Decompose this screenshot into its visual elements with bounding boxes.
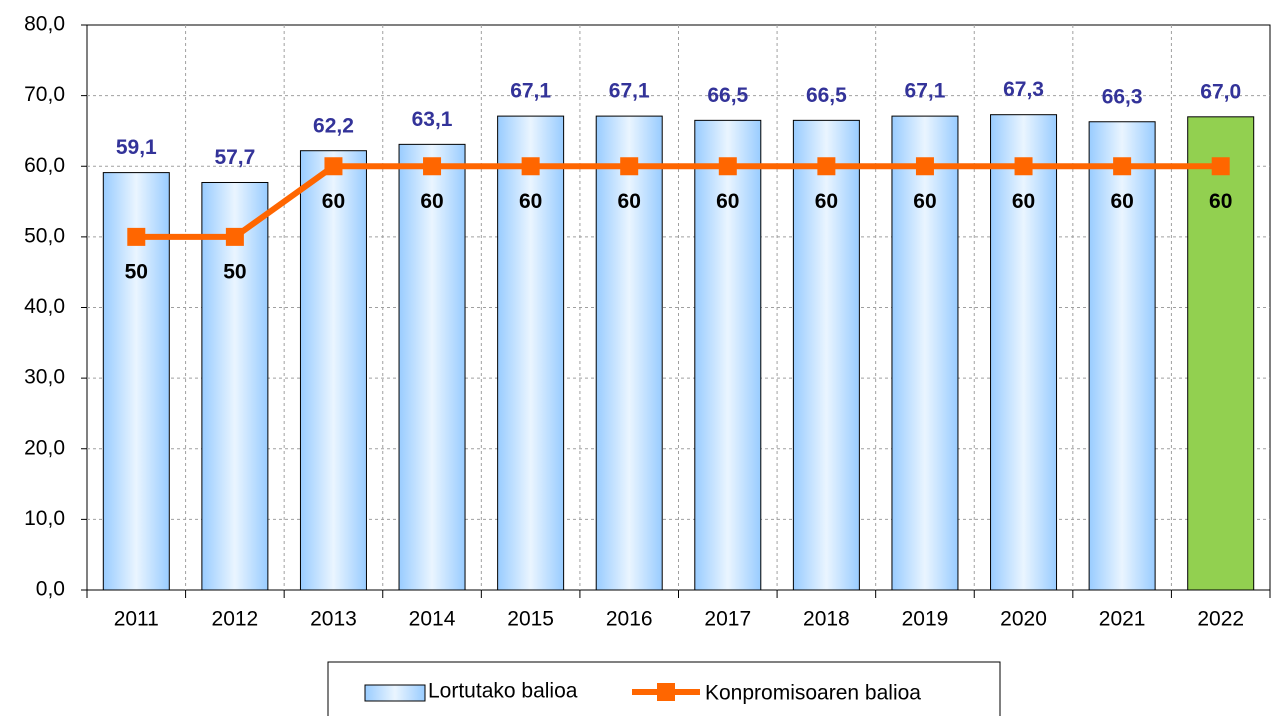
x-tick-label: 2014 bbox=[409, 608, 456, 631]
y-tick-label: 0,0 bbox=[36, 578, 65, 601]
bar bbox=[1088, 121, 1156, 591]
bar-value-label: 57,7 bbox=[214, 146, 255, 169]
y-tick-label: 50,0 bbox=[24, 224, 65, 247]
x-tick-label: 2019 bbox=[902, 608, 949, 631]
line-value-label: 60 bbox=[913, 190, 936, 213]
bar bbox=[299, 150, 367, 591]
x-tick-label: 2022 bbox=[1197, 608, 1244, 631]
x-tick-label: 2016 bbox=[606, 608, 653, 631]
bar-value-label: 62,2 bbox=[313, 114, 354, 137]
y-tick-label: 60,0 bbox=[24, 154, 65, 177]
y-tick-label: 30,0 bbox=[24, 366, 65, 389]
y-tick-label: 80,0 bbox=[24, 13, 65, 36]
x-tick-label: 2020 bbox=[1000, 608, 1047, 631]
bar bbox=[201, 181, 269, 591]
y-tick-label: 20,0 bbox=[24, 436, 65, 459]
line-marker bbox=[225, 227, 244, 246]
bar bbox=[497, 115, 565, 591]
line-marker bbox=[423, 157, 442, 176]
bar bbox=[891, 115, 959, 591]
bar-value-label: 63,1 bbox=[412, 108, 453, 131]
x-tick-label: 2021 bbox=[1099, 608, 1146, 631]
bar bbox=[990, 114, 1058, 591]
line-value-label: 60 bbox=[1209, 190, 1232, 213]
bar-value-label: 67,1 bbox=[905, 80, 946, 103]
bar bbox=[595, 115, 663, 591]
line-value-label: 60 bbox=[420, 190, 443, 213]
bar-value-label: 66,5 bbox=[806, 84, 847, 107]
legend-label: Lortutako balioa bbox=[428, 680, 578, 703]
legend-swatch bbox=[364, 684, 426, 702]
line-marker bbox=[521, 157, 540, 176]
line-value-label: 60 bbox=[815, 190, 838, 213]
line-marker bbox=[1014, 157, 1033, 176]
line-value-label: 50 bbox=[223, 260, 246, 283]
x-tick-label: 2013 bbox=[310, 608, 357, 631]
line-value-label: 60 bbox=[618, 190, 641, 213]
bar-value-label: 66,3 bbox=[1102, 85, 1143, 108]
bar-value-label: 67,3 bbox=[1003, 78, 1044, 101]
line-marker bbox=[1211, 157, 1230, 176]
line-value-label: 60 bbox=[1012, 190, 1035, 213]
bar bbox=[792, 119, 860, 591]
line-marker bbox=[324, 157, 343, 176]
line-marker bbox=[127, 227, 146, 246]
bar bbox=[694, 119, 762, 591]
line-marker bbox=[817, 157, 836, 176]
line bbox=[136, 163, 1221, 240]
line-marker bbox=[915, 157, 934, 176]
line-value-label: 50 bbox=[125, 260, 148, 283]
line-value-label: 60 bbox=[519, 190, 542, 213]
bar bbox=[398, 143, 466, 591]
line-marker bbox=[620, 157, 639, 176]
y-tick-label: 40,0 bbox=[24, 295, 65, 318]
line-value-label: 60 bbox=[322, 190, 345, 213]
x-tick-label: 2012 bbox=[212, 608, 259, 631]
x-tick-label: 2018 bbox=[803, 608, 850, 631]
bar-value-label: 67,0 bbox=[1200, 80, 1241, 103]
y-tick-label: 10,0 bbox=[24, 507, 65, 530]
bar-value-label: 59,1 bbox=[116, 136, 157, 159]
y-tick-label: 70,0 bbox=[24, 83, 65, 106]
bar-value-label: 67,1 bbox=[510, 80, 551, 103]
line-marker bbox=[1113, 157, 1132, 176]
line-value-label: 60 bbox=[1110, 190, 1133, 213]
x-tick-label: 2017 bbox=[704, 608, 751, 631]
line-value-label: 60 bbox=[716, 190, 739, 213]
legend-marker bbox=[657, 683, 675, 701]
bar-value-label: 66,5 bbox=[707, 84, 748, 107]
x-tick-label: 2011 bbox=[114, 608, 159, 631]
legend-label: Konpromisoaren balioa bbox=[705, 682, 921, 705]
x-tick-label: 2015 bbox=[507, 608, 554, 631]
bar-value-label: 67,1 bbox=[609, 80, 650, 103]
line-marker bbox=[718, 157, 737, 176]
bar bbox=[1187, 116, 1255, 591]
